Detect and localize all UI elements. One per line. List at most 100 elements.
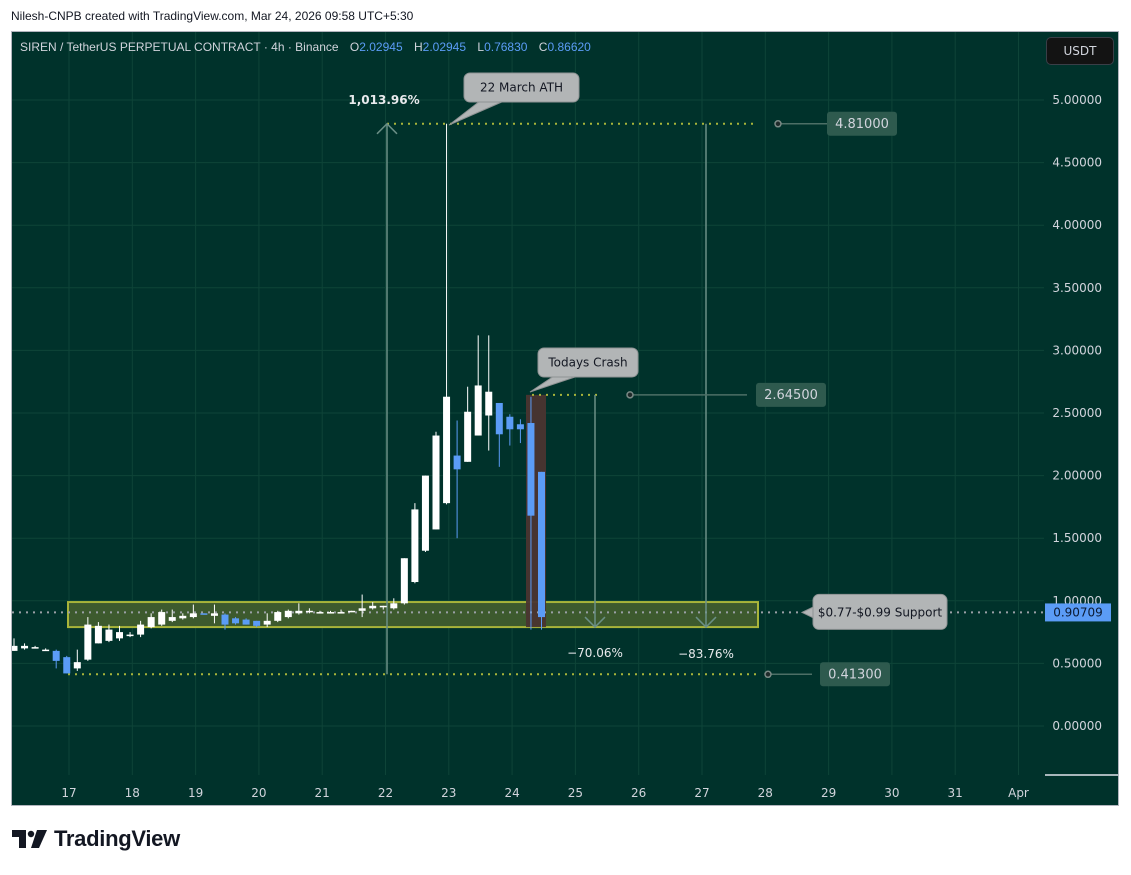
ath-callout[interactable]: 22 March ATH bbox=[448, 72, 580, 126]
candle-up[interactable] bbox=[263, 620, 271, 625]
candle-up[interactable] bbox=[390, 603, 398, 609]
time-axis-label: 30 bbox=[884, 786, 899, 800]
crash-callout[interactable]: Todays Crash bbox=[529, 347, 639, 393]
price-chart[interactable]: 22 March ATH Todays Crash $0.77-$0.99 Supp… bbox=[12, 32, 1119, 806]
candle-up[interactable] bbox=[379, 605, 387, 608]
candle-down[interactable] bbox=[495, 402, 503, 435]
callout-box bbox=[537, 347, 639, 378]
tradingview-logo-icon bbox=[12, 830, 47, 848]
time-axis-label: 31 bbox=[948, 786, 963, 800]
candle-up[interactable] bbox=[443, 396, 451, 504]
symbol-legend: SIREN / TetherUS PERPETUAL CONTRACT · 4h… bbox=[20, 40, 591, 54]
candle-up[interactable] bbox=[305, 610, 313, 613]
crash-top-price-tag[interactable] bbox=[756, 382, 826, 407]
candle-up[interactable] bbox=[348, 610, 356, 613]
candle-up[interactable] bbox=[84, 624, 92, 660]
candle-up[interactable] bbox=[168, 617, 176, 621]
anchor-dot-icon[interactable] bbox=[764, 670, 772, 679]
candle-up[interactable] bbox=[337, 612, 345, 614]
tradingview-logo: TradingView bbox=[12, 826, 180, 852]
drop2-percent-label: −83.76% bbox=[678, 647, 734, 661]
candle-down[interactable] bbox=[538, 471, 545, 618]
gain-percent-label: 1,013.96% bbox=[348, 93, 419, 107]
ath-price-tag[interactable] bbox=[827, 111, 897, 136]
candle-down[interactable] bbox=[527, 423, 535, 516]
candle-up[interactable] bbox=[369, 605, 377, 609]
time-axis-label: 24 bbox=[504, 786, 519, 800]
candle-down[interactable] bbox=[516, 424, 524, 430]
time-axis-label: 21 bbox=[315, 786, 330, 800]
candle-up[interactable] bbox=[400, 558, 408, 604]
time-axis-label: 23 bbox=[441, 786, 456, 800]
candle-up[interactable] bbox=[295, 610, 303, 614]
support-zone[interactable] bbox=[67, 601, 759, 629]
low-price-tag[interactable] bbox=[820, 662, 890, 687]
candle-up[interactable] bbox=[189, 613, 197, 618]
time-axis-label: 28 bbox=[758, 786, 773, 800]
price-axis-label: 3.00000 bbox=[1052, 343, 1102, 357]
candle-up[interactable] bbox=[137, 624, 145, 635]
candle-down[interactable] bbox=[453, 455, 461, 470]
price-axis-label: 1.50000 bbox=[1052, 531, 1102, 545]
price-axis-label: 0.00000 bbox=[1052, 719, 1102, 733]
candle-up[interactable] bbox=[21, 645, 29, 649]
candle-up[interactable] bbox=[31, 647, 39, 649]
candle-up[interactable] bbox=[327, 612, 334, 614]
candle-down[interactable] bbox=[232, 618, 240, 624]
candle-up[interactable] bbox=[12, 645, 18, 651]
chart-panel[interactable]: 22 March ATH Todays Crash $0.77-$0.99 Supp… bbox=[11, 31, 1119, 806]
time-axis-label: 18 bbox=[125, 786, 140, 800]
arrow-down-icon bbox=[584, 616, 606, 629]
high-label: H bbox=[413, 40, 423, 54]
candle-up[interactable] bbox=[464, 411, 472, 462]
candle-down[interactable] bbox=[221, 614, 229, 625]
callout-label: Todays Crash bbox=[547, 356, 627, 370]
candle-up[interactable] bbox=[421, 475, 429, 551]
candle-down[interactable] bbox=[63, 657, 71, 674]
candle-up[interactable] bbox=[126, 634, 134, 637]
anchor-dot-icon[interactable] bbox=[774, 120, 782, 128]
time-axis-label: 19 bbox=[188, 786, 203, 800]
candle-up[interactable] bbox=[147, 617, 155, 628]
candle-up[interactable] bbox=[284, 610, 292, 618]
crash-top-price-tag-label: 2.64500 bbox=[764, 388, 818, 403]
candle-up[interactable] bbox=[105, 629, 113, 641]
open-label: O bbox=[349, 40, 360, 54]
currency-button[interactable]: USDT bbox=[1046, 37, 1114, 65]
time-axis-label: 26 bbox=[631, 786, 646, 800]
candle-up[interactable] bbox=[432, 435, 440, 530]
price-axis-label: 0.50000 bbox=[1052, 656, 1102, 670]
candle-up[interactable] bbox=[274, 612, 282, 621]
candle-down[interactable] bbox=[52, 650, 60, 661]
open-value: 2.02945 bbox=[359, 40, 403, 54]
callout-label: $0.77-$0.99 Support bbox=[818, 605, 943, 619]
candle-up[interactable] bbox=[73, 662, 81, 669]
candle-up[interactable] bbox=[42, 649, 50, 652]
candle-up[interactable] bbox=[94, 625, 102, 644]
support-callout[interactable]: $0.77-$0.99 Support bbox=[800, 593, 948, 630]
candle-up[interactable] bbox=[358, 608, 366, 611]
time-axis-label: Apr bbox=[1008, 786, 1029, 800]
high-value: 2.02945 bbox=[422, 40, 467, 54]
candle-up[interactable] bbox=[210, 613, 218, 616]
candle-up[interactable] bbox=[116, 632, 123, 639]
candle-down[interactable] bbox=[253, 620, 261, 626]
candle-up[interactable] bbox=[316, 612, 324, 614]
time-axis-label: 29 bbox=[821, 786, 836, 800]
callout-box bbox=[812, 593, 948, 630]
time-axis-label: 27 bbox=[694, 786, 709, 800]
arrow-up-icon bbox=[376, 122, 398, 135]
callout-pointer bbox=[529, 375, 579, 393]
candle-up[interactable] bbox=[485, 391, 493, 416]
price-axis-label: 4.50000 bbox=[1052, 156, 1102, 170]
candle-up[interactable] bbox=[158, 612, 166, 625]
callout-label: 22 March ATH bbox=[480, 81, 563, 95]
anchor-dot-icon[interactable] bbox=[626, 391, 634, 399]
candle-down[interactable] bbox=[242, 619, 250, 625]
candle-down[interactable] bbox=[506, 416, 514, 430]
candle-up[interactable] bbox=[179, 615, 187, 619]
candle-down[interactable] bbox=[200, 613, 208, 615]
close-value: 0.86620 bbox=[547, 40, 591, 54]
candle-up[interactable] bbox=[474, 385, 482, 436]
candle-up[interactable] bbox=[411, 509, 419, 583]
